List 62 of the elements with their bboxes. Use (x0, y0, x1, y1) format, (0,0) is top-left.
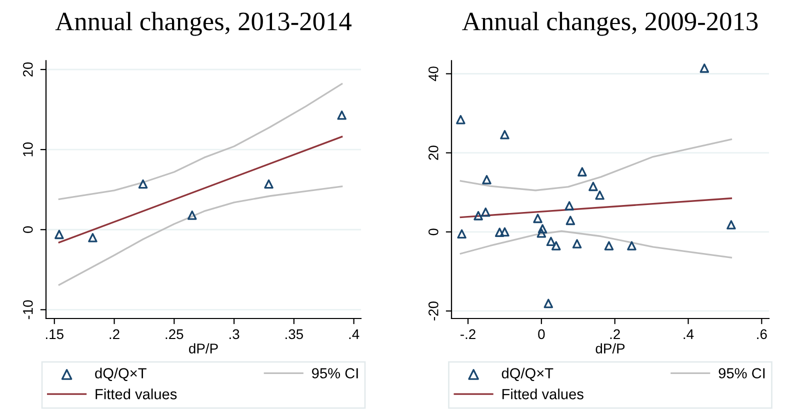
x-tick-label: .4 (684, 329, 694, 339)
legend-label: dQ/Q×T (95, 368, 146, 382)
x-axis-title: dP/P (189, 343, 218, 354)
point (88, 233, 98, 242)
point (500, 227, 510, 237)
point (500, 130, 510, 140)
point (457, 229, 466, 239)
y-tick-label: -20 (428, 301, 438, 320)
legend-label: 95% CI (312, 368, 358, 378)
point (538, 224, 548, 234)
point (566, 216, 576, 226)
x-tick-label: .2 (610, 329, 620, 339)
point (700, 64, 710, 73)
y-tick-label: 0 (428, 228, 438, 236)
point (564, 201, 574, 210)
legend-label: Fitted values (96, 388, 177, 400)
point (138, 179, 148, 189)
x-tick-label: .6 (757, 329, 767, 340)
point (533, 214, 542, 224)
x-tick-label: .4 (349, 329, 360, 339)
x-tick-label: .2 (110, 329, 120, 339)
point (264, 179, 274, 189)
x-tick-label: .25 (166, 329, 184, 340)
y-tick-label: 20 (428, 146, 438, 160)
legend-label: Fitted values (502, 388, 584, 400)
point (604, 241, 614, 250)
point (494, 228, 504, 237)
x-tick-label: .3 (230, 329, 240, 340)
point (480, 208, 490, 217)
line-series (58, 83, 343, 200)
point (482, 175, 492, 184)
point (54, 230, 64, 240)
x-tick-label: .35 (286, 329, 303, 340)
point (627, 241, 636, 250)
point (544, 298, 554, 308)
point (456, 114, 466, 124)
y-tick-label: 40 (428, 66, 438, 82)
point (726, 220, 736, 230)
point (578, 167, 587, 176)
point (337, 110, 346, 120)
line-series (58, 186, 343, 286)
y-tick-label: 0 (23, 226, 33, 233)
y-tick-label: 20 (23, 62, 33, 77)
point (588, 182, 598, 192)
x-tick-label: .15 (46, 329, 64, 340)
y-tick-label: -10 (23, 300, 33, 320)
point (572, 239, 582, 248)
point (595, 190, 604, 200)
legend-label: 95% CI (718, 368, 765, 378)
point (551, 241, 561, 250)
x-tick-label: 0 (538, 329, 545, 340)
point (187, 210, 197, 220)
legend-label: dQ/Q×T (502, 368, 554, 382)
x-tick-label: -.2 (460, 329, 476, 339)
point (536, 228, 546, 238)
y-tick-label: 10 (23, 142, 33, 156)
x-axis-title: dP/P (596, 343, 625, 354)
chart-title: Annual changes, 2009-2013 (462, 12, 758, 36)
point (546, 236, 556, 246)
chart-title: Annual changes, 2013-2014 (55, 12, 352, 36)
point (474, 211, 483, 220)
line-series (460, 138, 732, 192)
